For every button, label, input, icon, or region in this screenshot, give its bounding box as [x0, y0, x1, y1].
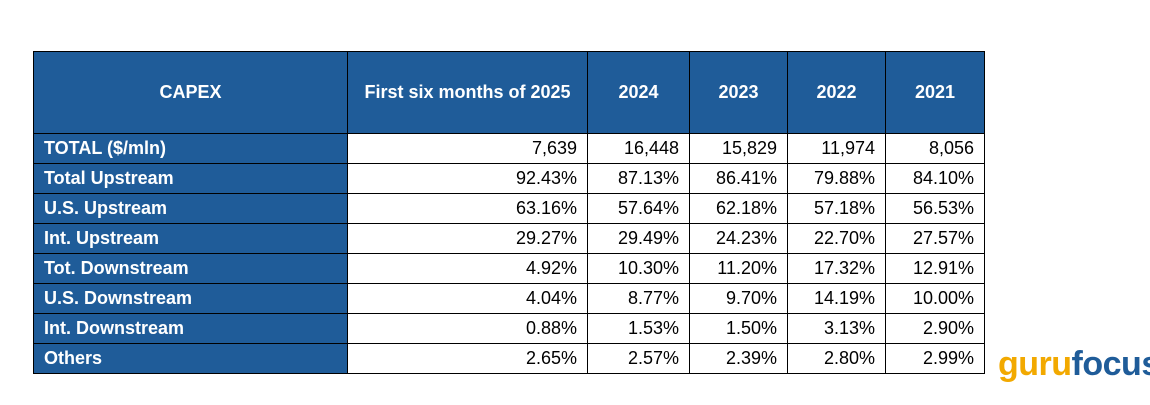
value-cell: 84.10% — [885, 163, 985, 194]
value-cell: 12.91% — [885, 253, 985, 284]
table-row: TOTAL ($/mln) 7,639 16,448 15,829 11,974 8,05… — [33, 133, 985, 164]
table-row: Int. Upstream 29.27% 29.49% 24.23% 22.70% 27.… — [33, 223, 985, 254]
table-row: Tot. Downstream 4.92% 10.30% 11.20% 17.32% 12… — [33, 253, 985, 284]
value-cell: 4.04% — [347, 283, 588, 314]
value-cell: 11.20% — [689, 253, 788, 284]
row-label: Int. Upstream — [33, 223, 348, 254]
value-cell: 2.99% — [885, 343, 985, 374]
header-row: CAPEX First six months of 2025 2024 2023 202… — [33, 51, 985, 134]
table-row: Others 2.65% 2.57% 2.39% 2.80% 2.99% — [33, 343, 985, 374]
value-cell: 22.70% — [787, 223, 886, 254]
table-row: Int. Downstream 0.88% 1.53% 1.50% 3.13% 2.90% — [33, 313, 985, 344]
value-cell: 27.57% — [885, 223, 985, 254]
header-cell: 2024 — [587, 51, 690, 134]
value-cell: 29.27% — [347, 223, 588, 254]
value-cell: 10.30% — [587, 253, 690, 284]
value-cell: 2.90% — [885, 313, 985, 344]
value-cell: 1.53% — [587, 313, 690, 344]
value-cell: 11,974 — [787, 133, 886, 164]
value-cell: 24.23% — [689, 223, 788, 254]
capex-table: CAPEX First six months of 2025 2024 2023 202… — [33, 51, 985, 374]
row-label: Tot. Downstream — [33, 253, 348, 284]
value-cell: 29.49% — [587, 223, 690, 254]
value-cell: 16,448 — [587, 133, 690, 164]
table-body: TOTAL ($/mln) 7,639 16,448 15,829 11,974 8,05… — [33, 133, 985, 374]
value-cell: 57.18% — [787, 193, 886, 224]
row-label: U.S. Downstream — [33, 283, 348, 314]
value-cell: 56.53% — [885, 193, 985, 224]
table-row: U.S. Upstream 63.16% 57.64% 62.18% 57.18% 56.… — [33, 193, 985, 224]
header-cell: 2021 — [885, 51, 985, 134]
row-label: Int. Downstream — [33, 313, 348, 344]
value-cell: 4.92% — [347, 253, 588, 284]
table-row: Total Upstream 92.43% 87.13% 86.41% 79.88% 84… — [33, 163, 985, 194]
logo-part: focus — [1071, 345, 1150, 383]
value-cell: 87.13% — [587, 163, 690, 194]
value-cell: 63.16% — [347, 193, 588, 224]
row-label: TOTAL ($/mln) — [33, 133, 348, 164]
row-label: Total Upstream — [33, 163, 348, 194]
value-cell: 14.19% — [787, 283, 886, 314]
value-cell: 3.13% — [787, 313, 886, 344]
header-cell: First six months of 2025 — [347, 51, 588, 134]
header-cell: CAPEX — [33, 51, 348, 134]
logo-part: guru — [998, 345, 1072, 383]
value-cell: 86.41% — [689, 163, 788, 194]
row-label: Others — [33, 343, 348, 374]
header-cell: 2023 — [689, 51, 788, 134]
value-cell: 2.39% — [689, 343, 788, 374]
value-cell: 8,056 — [885, 133, 985, 164]
value-cell: 2.65% — [347, 343, 588, 374]
value-cell: 7,639 — [347, 133, 588, 164]
row-label: U.S. Upstream — [33, 193, 348, 224]
value-cell: 2.80% — [787, 343, 886, 374]
logo: gurufocus — [998, 345, 1150, 384]
value-cell: 62.18% — [689, 193, 788, 224]
value-cell: 1.50% — [689, 313, 788, 344]
value-cell: 92.43% — [347, 163, 588, 194]
table-row: U.S. Downstream 4.04% 8.77% 9.70% 14.19% 10.0… — [33, 283, 985, 314]
value-cell: 15,829 — [689, 133, 788, 164]
value-cell: 10.00% — [885, 283, 985, 314]
value-cell: 79.88% — [787, 163, 886, 194]
value-cell: 8.77% — [587, 283, 690, 314]
header-cell: 2022 — [787, 51, 886, 134]
value-cell: 57.64% — [587, 193, 690, 224]
value-cell: 17.32% — [787, 253, 886, 284]
value-cell: 0.88% — [347, 313, 588, 344]
value-cell: 9.70% — [689, 283, 788, 314]
value-cell: 2.57% — [587, 343, 690, 374]
